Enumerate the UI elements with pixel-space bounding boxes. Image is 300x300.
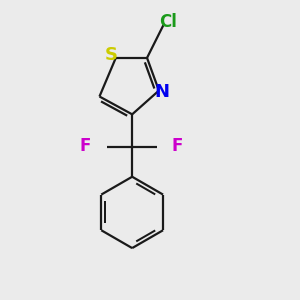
Text: S: S (104, 46, 117, 64)
Text: N: N (154, 83, 169, 101)
Text: F: F (172, 137, 183, 155)
Text: F: F (80, 137, 91, 155)
Text: Cl: Cl (159, 13, 177, 31)
